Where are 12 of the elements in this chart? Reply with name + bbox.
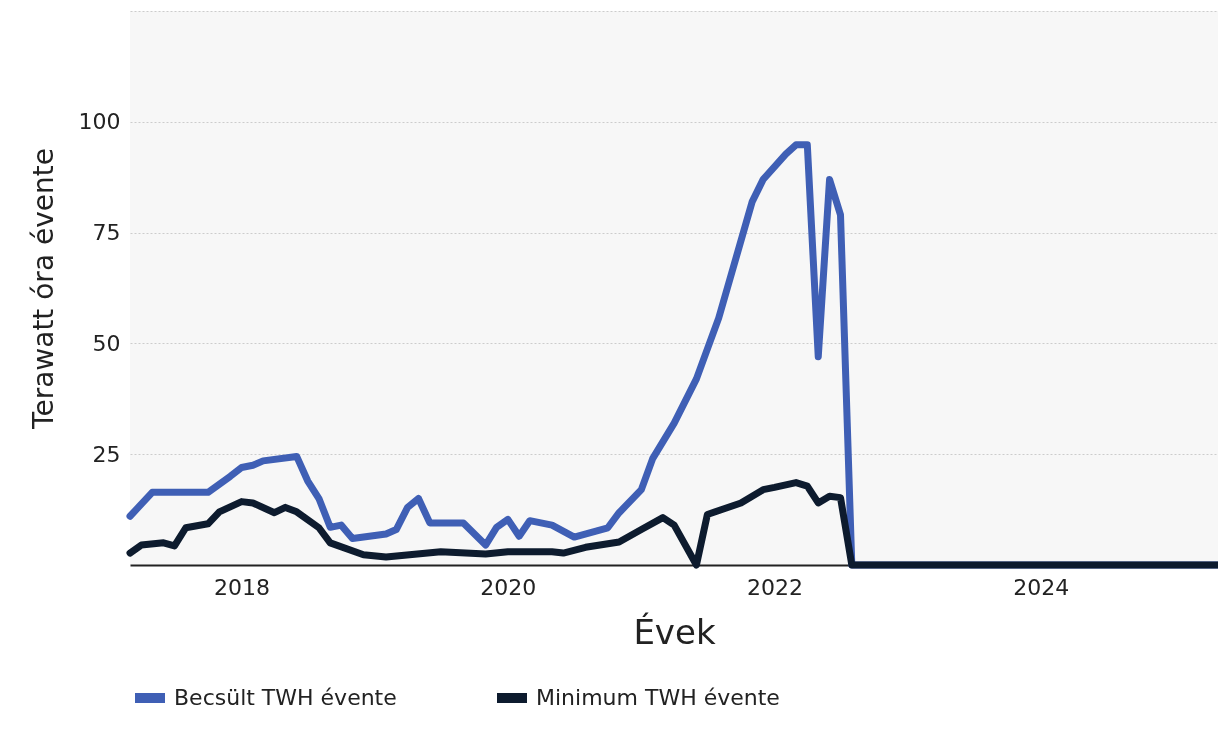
x-tick-label: 2024 [1013, 574, 1070, 600]
y-tick-label: 25 [92, 441, 121, 467]
y-tick-label: 75 [92, 220, 121, 246]
x-tick-label: 2020 [480, 574, 537, 600]
x-axis-title: Évek [633, 611, 716, 652]
legend-label: Becsült TWH évente [174, 685, 397, 710]
x-tick-label: 2022 [746, 574, 803, 600]
y-axis-title: Terawatt óra évente [26, 148, 60, 430]
y-tick-label: 50 [92, 330, 121, 356]
y-tick-label: 100 [78, 109, 121, 135]
legend-label: Minimum TWH évente [536, 685, 780, 710]
x-tick-label: 2018 [214, 574, 271, 600]
